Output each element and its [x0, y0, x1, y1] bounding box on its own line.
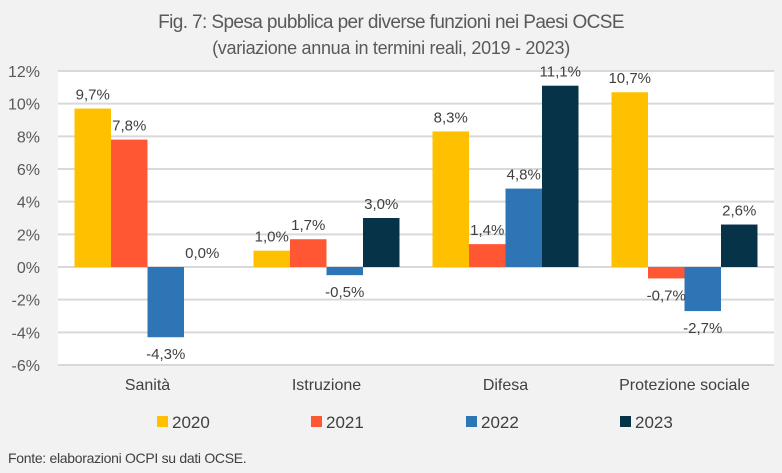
- legend-label: 2022: [481, 413, 519, 432]
- legend-label: 2023: [635, 413, 673, 432]
- y-axis: 12% 10% 8% 6% 4% 2% 0% -2% -4% -6%: [8, 64, 40, 375]
- y-tick-label: 0%: [17, 260, 40, 277]
- data-label: 4,8%: [507, 167, 541, 184]
- source-note: Fonte: elaborazioni OCPI su dati OCSE.: [8, 450, 247, 466]
- data-label: 1,7%: [291, 217, 325, 234]
- bar: [253, 250, 290, 267]
- bar: [111, 139, 148, 267]
- bar: [542, 85, 579, 267]
- x-tick-label: Difesa: [483, 377, 528, 394]
- data-labels: 9,7%7,8% -4,3% 0,0% 1,0%1,7% -0,5% 3,0% 8,3% 1,…: [76, 64, 757, 364]
- data-label: -4,3%: [146, 346, 185, 363]
- y-tick-label: 2%: [17, 227, 40, 244]
- x-tick-label: Sanità: [125, 377, 170, 394]
- data-label: 8,3%: [434, 109, 468, 126]
- data-label: -2,7%: [683, 320, 722, 337]
- bar: [721, 224, 758, 267]
- data-label: 10,7%: [608, 70, 651, 87]
- data-label: 1,0%: [255, 229, 289, 246]
- y-tick-label: -6%: [12, 358, 40, 375]
- bars: [74, 85, 758, 338]
- chart-subtitle: (variazione annua in termini reali, 2019…: [212, 38, 570, 58]
- legend: 2020 2021 2022 2023: [157, 413, 673, 432]
- legend-label: 2021: [326, 413, 364, 432]
- legend-swatch: [157, 416, 168, 427]
- y-tick-label: 12%: [8, 64, 40, 81]
- chart-title: Fig. 7: Spesa pubblica per diverse funzi…: [158, 12, 624, 33]
- x-tick-label: Istruzione: [292, 377, 361, 394]
- bar: [74, 108, 111, 267]
- data-label: 11,1%: [540, 64, 581, 81]
- data-label: 7,8%: [112, 118, 146, 135]
- data-label: 3,0%: [364, 196, 398, 213]
- data-label: -0,5%: [325, 284, 364, 301]
- data-label: 9,7%: [76, 87, 110, 104]
- data-label: 2,6%: [722, 203, 756, 220]
- legend-label: 2020: [172, 413, 210, 432]
- bar: [611, 92, 648, 267]
- y-tick-label: 6%: [17, 162, 40, 179]
- bar: [505, 188, 542, 267]
- legend-swatch: [620, 416, 631, 427]
- bar: [684, 267, 721, 312]
- y-tick-label: 10%: [8, 97, 40, 114]
- data-label: 0,0%: [185, 245, 219, 262]
- bar: [326, 267, 363, 276]
- x-axis: Sanità Istruzione Difesa Protezione sociale: [125, 377, 750, 394]
- bar: [147, 267, 184, 338]
- y-tick-label: -2%: [12, 293, 40, 310]
- bar: [469, 244, 506, 267]
- bar: [648, 267, 685, 279]
- y-tick-label: 8%: [17, 129, 40, 146]
- bar: [363, 218, 400, 267]
- data-label: -0,7%: [647, 287, 686, 304]
- bar: [290, 239, 327, 267]
- legend-swatch: [311, 416, 322, 427]
- y-tick-label: -4%: [12, 325, 40, 342]
- data-label: 1,4%: [470, 222, 504, 239]
- y-tick-label: 4%: [17, 195, 40, 212]
- bar: [432, 131, 469, 267]
- x-tick-label: Protezione sociale: [619, 377, 750, 394]
- legend-swatch: [466, 416, 477, 427]
